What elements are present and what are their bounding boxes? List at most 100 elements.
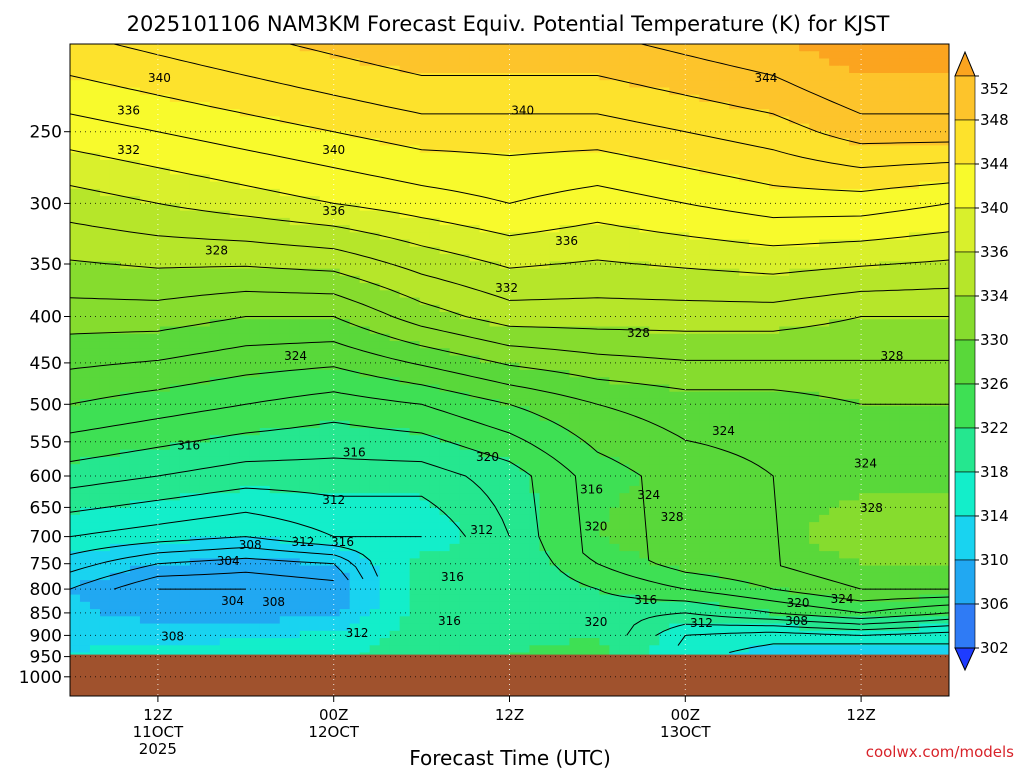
field-cell <box>399 384 411 393</box>
field-cell <box>409 72 421 81</box>
field-cell <box>689 312 700 320</box>
field-cell <box>879 326 890 335</box>
field-cell <box>859 427 870 436</box>
field-cell <box>479 254 491 262</box>
field-cell <box>909 377 920 386</box>
field-cell <box>929 442 940 451</box>
field-cell <box>89 406 101 415</box>
field-cell <box>249 72 261 81</box>
field-cell <box>739 51 750 60</box>
field-cell <box>70 348 81 357</box>
field-cell <box>719 319 730 328</box>
field-cell <box>599 87 610 96</box>
field-cell <box>489 290 501 299</box>
field-cell <box>189 406 201 415</box>
field-cell <box>379 362 391 371</box>
field-cell <box>939 435 949 444</box>
field-cell <box>89 398 101 407</box>
field-cell <box>589 72 600 81</box>
field-cell <box>869 51 880 60</box>
field-cell <box>409 51 421 60</box>
field-cell <box>709 44 720 52</box>
field-cell <box>599 427 610 436</box>
field-cell <box>469 398 481 407</box>
field-cell <box>919 261 930 270</box>
field-cell <box>839 275 850 284</box>
field-cell <box>639 442 650 451</box>
field-cell <box>249 174 261 183</box>
field-cell <box>629 268 640 277</box>
field-cell <box>299 341 311 349</box>
field-cell <box>779 72 790 81</box>
field-cell <box>199 80 211 89</box>
field-cell <box>799 290 810 299</box>
field-cell <box>169 275 181 284</box>
field-cell <box>479 304 491 313</box>
field-cell <box>259 87 271 96</box>
field-cell <box>199 362 211 371</box>
field-cell <box>299 377 311 386</box>
field-cell <box>829 101 840 110</box>
field-cell <box>749 384 760 393</box>
field-cell <box>819 44 830 52</box>
field-cell <box>399 254 411 262</box>
field-cell <box>589 109 600 118</box>
field-cell <box>659 152 670 161</box>
field-cell <box>99 355 111 364</box>
field-cell <box>899 239 910 248</box>
field-cell <box>569 362 581 371</box>
field-cell <box>449 58 461 67</box>
field-cell <box>729 333 740 342</box>
field-cell <box>649 116 660 125</box>
field-cell <box>169 116 181 125</box>
field-cell <box>209 398 221 407</box>
field-cell <box>209 123 221 132</box>
field-cell <box>199 174 211 183</box>
field-cell <box>929 203 940 212</box>
field-cell <box>199 391 211 400</box>
field-cell <box>839 304 850 313</box>
field-cell <box>839 391 850 400</box>
field-cell <box>939 398 949 407</box>
field-cell <box>339 377 351 386</box>
field-cell <box>129 449 141 458</box>
field-cell <box>549 65 561 74</box>
field-cell <box>489 297 501 306</box>
field-cell <box>429 391 441 400</box>
field-cell <box>569 94 581 103</box>
field-cell <box>419 58 431 67</box>
field-cell <box>819 145 830 154</box>
field-cell <box>879 116 890 125</box>
field-cell <box>329 384 341 393</box>
field-cell <box>149 449 161 458</box>
field-cell <box>809 101 820 110</box>
field-cell <box>929 406 940 415</box>
field-cell <box>399 406 411 415</box>
field-cell <box>849 58 860 67</box>
field-cell <box>139 181 151 190</box>
field-cell <box>109 333 121 342</box>
field-cell <box>199 442 211 451</box>
field-cell <box>929 384 940 393</box>
field-cell <box>789 435 800 444</box>
field-cell <box>139 319 151 328</box>
field-cell <box>279 348 291 357</box>
field-cell <box>919 246 930 255</box>
field-cell <box>709 145 720 154</box>
field-cell <box>70 217 81 226</box>
field-cell <box>739 312 750 320</box>
field-cell <box>299 217 311 226</box>
field-cell <box>749 297 760 306</box>
field-cell <box>639 275 650 284</box>
field-cell <box>289 87 301 96</box>
field-cell <box>89 87 101 96</box>
field-cell <box>99 420 111 429</box>
field-cell <box>349 109 361 118</box>
field-cell <box>879 94 890 103</box>
field-cell <box>749 442 760 451</box>
field-cell <box>839 130 850 139</box>
field-cell <box>509 181 521 190</box>
field-cell <box>749 116 760 125</box>
field-cell <box>889 123 900 132</box>
field-cell <box>449 319 461 328</box>
